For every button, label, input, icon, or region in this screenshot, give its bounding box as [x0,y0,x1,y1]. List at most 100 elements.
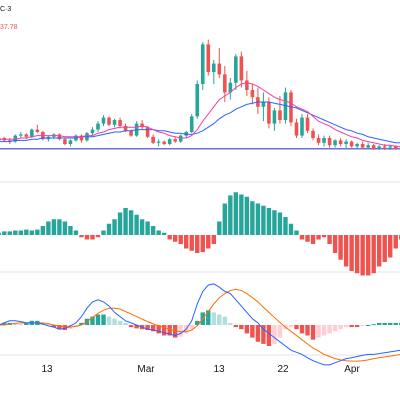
candle-body [294,122,299,136]
macd-histogram-bar [382,322,387,325]
oscillator-bar [123,208,128,235]
candle-body [267,102,271,124]
macd-panel [0,283,400,366]
oscillator-bar [239,194,244,235]
macd-histogram-bar [222,316,228,325]
macd-histogram-bar [338,325,343,330]
macd-histogram-bar [365,325,371,326]
oscillator-bar [178,235,183,244]
candle-body [234,56,238,83]
macd-histogram-bar [266,325,272,346]
oscillator-bar [62,221,68,235]
oscillator-bar [68,226,73,235]
oscillator-bar [195,235,200,253]
x-tick-label: Mar [137,364,155,375]
macd-histogram-bar [24,322,29,325]
macd-histogram-bar [310,325,316,340]
macd-histogram-bar [123,322,128,325]
oscillator-bar [217,221,222,235]
macd-histogram-bar [57,325,62,330]
candle-body [151,136,155,143]
candle-body [305,117,310,131]
oscillator-bar [349,235,354,271]
symbol-label: C·3 [0,6,11,13]
macd-histogram-bar [393,322,398,325]
macd-histogram-bar [128,325,134,328]
macd-histogram-bar [299,325,305,334]
price-panel [0,39,400,150]
candle-body [68,140,73,144]
oscillator-bar [172,235,178,242]
candle-body [140,123,144,128]
oscillator-bar [255,203,261,235]
x-tick-label: Apr [344,364,360,375]
macd-histogram-bar [211,312,216,325]
oscillator-bar [228,195,233,235]
candle-body [96,123,100,130]
candle-body [35,129,40,132]
macd-histogram-bar [332,325,338,332]
candle-body [24,134,29,137]
candle-body [173,139,177,142]
candle-body [360,144,365,148]
oscillator-bar [84,235,90,240]
oscillator-bar [101,230,106,235]
macd-histogram-bar [354,325,360,328]
x-tick-label: 13 [41,364,53,375]
macd-histogram-bar [189,325,194,330]
candle-body [19,134,23,136]
macd-histogram-bar [156,325,161,334]
candle-body [316,138,321,143]
candle-body [211,63,216,72]
candle-body [206,44,211,72]
macd-histogram-bar [250,325,255,338]
candle-body [239,56,244,81]
oscillator-bar [0,232,1,235]
candle-body [162,141,166,144]
oscillator-bar [316,235,321,240]
moving-average-short-line [0,82,400,147]
oscillator-bar [51,219,57,235]
oscillator-bar [57,219,62,235]
macd-histogram-bar [167,325,172,336]
candle-body [322,138,326,143]
macd-histogram-bar [195,320,200,325]
oscillator-bar [29,230,35,235]
oscillator-bar [161,232,167,235]
candle-body [300,117,304,136]
oscillator-bar [167,235,172,240]
oscillator-bar [24,229,29,235]
macd-histogram-bar [349,325,354,328]
oscillator-bar [184,235,189,249]
macd-histogram-bar [244,325,250,334]
macd-histogram-bar [51,325,57,328]
oscillator-bar [150,226,156,235]
macd-histogram-bar [2,322,7,325]
candle-body [13,135,18,142]
macd-histogram-bar [106,316,112,325]
oscillator-bar [332,235,338,253]
macd-histogram-bar [228,322,233,325]
oscillator-bar [365,235,371,276]
moving-average-long-line [0,101,400,144]
candle-body [57,134,62,140]
macd-histogram-bar [95,314,101,325]
macd-histogram-bar [360,325,365,326]
candle-body [30,129,34,137]
macd-histogram-bar [255,325,261,342]
oscillator-bar [79,235,84,238]
candle-body [289,92,293,123]
candle-body [382,146,387,148]
candle-body [393,146,398,149]
macd-histogram-bar [376,322,382,325]
oscillator-bar [272,210,277,235]
oscillator-bar [294,230,299,235]
macd-histogram-bar [79,322,84,325]
oscillator-bar [327,235,332,244]
macd-histogram-bar [90,316,95,325]
oscillator-bar [13,230,18,235]
oscillator-bar [7,231,12,235]
oscillator-bar [112,219,117,235]
